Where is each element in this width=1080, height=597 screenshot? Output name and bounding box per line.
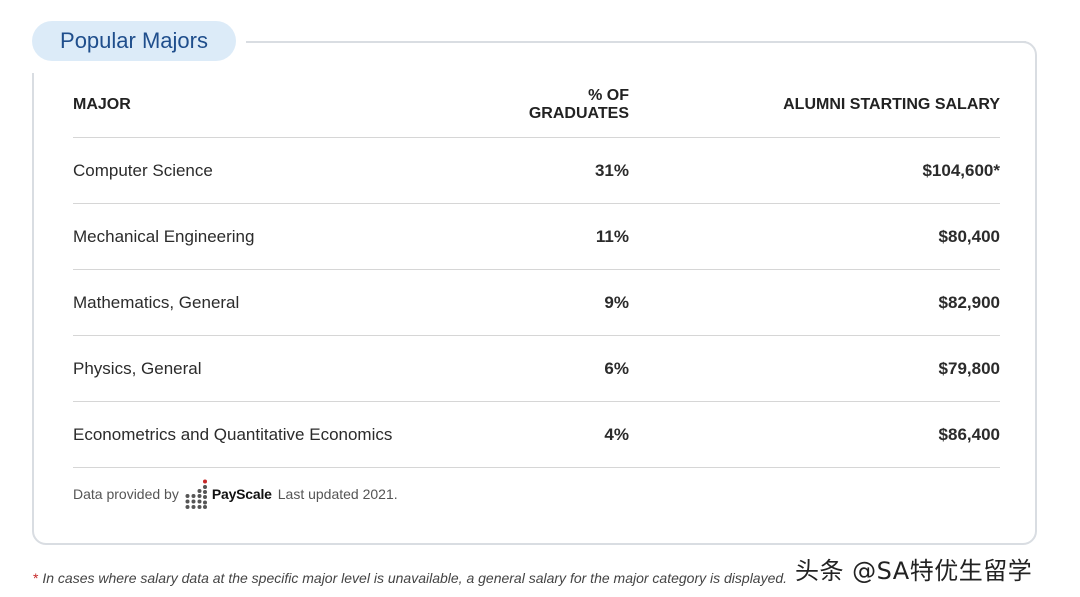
table-row: Mechanical Engineering 11% $80,400 — [73, 203, 1000, 270]
header-pct: % OF GRADUATES — [493, 72, 629, 138]
payscale-dots-icon — [185, 479, 207, 509]
major-salary: $80,400 — [629, 203, 1000, 270]
last-updated: Last updated 2021. — [277, 486, 398, 502]
table-header-row: MAJOR % OF GRADUATES ALUMNI STARTING SAL… — [73, 72, 1000, 138]
footnote: * In cases where salary data at the spec… — [33, 570, 787, 586]
major-pct: 9% — [493, 269, 629, 336]
table-row: Physics, General 6% $79,800 — [73, 335, 1000, 402]
provided-by-label: Data provided by — [73, 486, 179, 502]
payscale-logo[interactable]: PayScale — [184, 479, 272, 509]
major-name: Mathematics, General — [73, 269, 493, 336]
major-pct: 11% — [493, 203, 629, 270]
footnote-star: * — [33, 570, 39, 586]
major-name: Econometrics and Quantitative Economics — [73, 401, 493, 468]
header-salary: ALUMNI STARTING SALARY — [629, 72, 1000, 138]
watermark: 头条 @SA特优生留学 — [795, 557, 1033, 585]
major-pct: 31% — [493, 137, 629, 204]
section-divider — [246, 41, 1026, 43]
major-salary: $104,600* — [629, 137, 1000, 204]
payscale-wordmark: PayScale — [211, 486, 272, 502]
major-salary: $82,900 — [629, 269, 1000, 336]
section-title: Popular Majors — [32, 21, 236, 61]
header-major: MAJOR — [73, 72, 493, 138]
major-pct: 6% — [493, 335, 629, 402]
major-name: Mechanical Engineering — [73, 203, 493, 270]
table-row: Computer Science 31% $104,600* — [73, 137, 1000, 204]
majors-table: MAJOR % OF GRADUATES ALUMNI STARTING SAL… — [73, 72, 1000, 468]
major-salary: $86,400 — [629, 401, 1000, 468]
table-row: Econometrics and Quantitative Economics … — [73, 401, 1000, 468]
major-name: Computer Science — [73, 137, 493, 204]
data-source: Data provided by PayScale Last updated 2… — [73, 478, 398, 510]
table-row: Mathematics, General 9% $82,900 — [73, 269, 1000, 336]
major-name: Physics, General — [73, 335, 493, 402]
major-pct: 4% — [493, 401, 629, 468]
major-salary: $79,800 — [629, 335, 1000, 402]
footnote-text: In cases where salary data at the specif… — [42, 570, 788, 586]
